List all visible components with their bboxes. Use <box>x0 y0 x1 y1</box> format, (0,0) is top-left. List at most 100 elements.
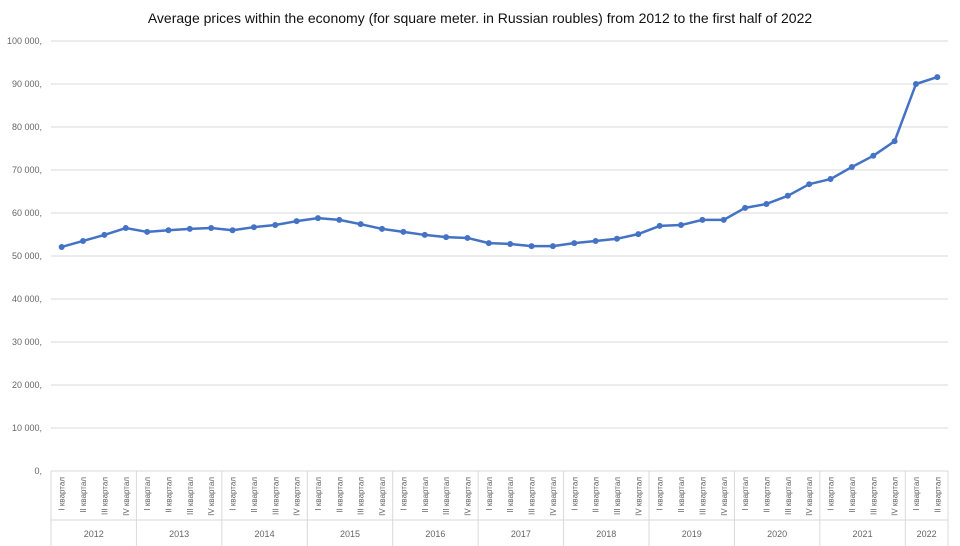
data-point <box>571 240 578 247</box>
year-label: 2014 <box>255 529 275 539</box>
y-tick-label: 40 000, <box>12 294 42 304</box>
x-tick-label: III квартал <box>357 477 366 515</box>
x-tick-label: IV квартал <box>293 477 302 516</box>
data-point <box>848 163 855 170</box>
x-tick-label: I квартал <box>912 477 921 511</box>
data-point <box>592 237 599 244</box>
x-tick-label: I квартал <box>570 477 579 511</box>
x-tick-label: III квартал <box>271 477 280 515</box>
data-point <box>827 176 834 183</box>
data-point <box>421 231 428 238</box>
data-point <box>208 225 215 232</box>
year-label: 2017 <box>511 529 531 539</box>
data-point <box>80 237 87 244</box>
data-point <box>891 138 898 145</box>
data-point <box>314 215 321 222</box>
x-tick-label: II квартал <box>250 477 259 513</box>
x-tick-label: II квартал <box>677 477 686 513</box>
x-tick-label: II квартал <box>79 477 88 513</box>
x-tick-label: III квартал <box>698 477 707 515</box>
data-point <box>742 204 749 211</box>
y-tick-label: 90 000, <box>12 79 42 89</box>
data-point <box>485 240 492 247</box>
data-point <box>528 243 535 250</box>
data-point <box>678 222 685 229</box>
x-tick-label: III квартал <box>528 477 537 515</box>
data-point <box>699 216 706 223</box>
x-tick-label: IV квартал <box>720 477 729 516</box>
x-tick-label: I квартал <box>58 477 67 511</box>
data-point <box>101 231 108 238</box>
y-tick-label: 60 000, <box>12 208 42 218</box>
data-point <box>144 228 151 235</box>
data-point <box>763 200 770 207</box>
x-tick-label: IV квартал <box>207 477 216 516</box>
x-tick-label: I квартал <box>229 477 238 511</box>
data-point <box>250 224 257 231</box>
y-tick-label: 0, <box>34 466 42 476</box>
x-tick-label: I квартал <box>741 477 750 511</box>
data-point <box>400 228 407 235</box>
data-point <box>357 221 364 228</box>
x-tick-label: II квартал <box>762 477 771 513</box>
data-point <box>379 225 386 232</box>
x-tick-label: IV квартал <box>891 477 900 516</box>
data-point <box>464 234 471 241</box>
x-tick-label: II квартал <box>592 477 601 513</box>
year-label: 2021 <box>853 529 873 539</box>
data-point <box>635 231 642 238</box>
data-point <box>934 74 941 81</box>
year-label: 2022 <box>917 529 937 539</box>
data-point <box>656 222 663 229</box>
x-tick-label: I квартал <box>314 477 323 511</box>
year-label: 2016 <box>425 529 445 539</box>
year-label: 2013 <box>169 529 189 539</box>
x-tick-label: III квартал <box>100 477 109 515</box>
data-point <box>165 227 172 234</box>
data-point <box>336 216 343 223</box>
x-tick-label: IV квартал <box>805 477 814 516</box>
x-tick-label: II квартал <box>421 477 430 513</box>
data-point <box>870 152 877 159</box>
x-tick-label: IV квартал <box>463 477 472 516</box>
data-point <box>293 218 300 225</box>
x-tick-label: II квартал <box>164 477 173 513</box>
y-tick-label: 30 000, <box>12 337 42 347</box>
x-tick-label: III квартал <box>442 477 451 515</box>
x-tick-label: I квартал <box>485 477 494 511</box>
data-point <box>806 181 813 188</box>
data-point <box>549 243 556 250</box>
x-tick-label: IV квартал <box>122 477 131 516</box>
x-tick-label: IV квартал <box>378 477 387 516</box>
year-label: 2015 <box>340 529 360 539</box>
data-point <box>58 243 65 250</box>
series-line <box>61 75 938 249</box>
x-tick-label: III квартал <box>869 477 878 515</box>
data-point <box>507 240 514 247</box>
y-tick-label: 80 000, <box>12 122 42 132</box>
x-tick-label: I квартал <box>143 477 152 511</box>
data-point <box>613 235 620 242</box>
year-label: 2018 <box>596 529 616 539</box>
y-tick-label: 50 000, <box>12 251 42 261</box>
year-label: 2019 <box>682 529 702 539</box>
x-tick-label: IV квартал <box>634 477 643 516</box>
data-point <box>720 216 727 223</box>
x-tick-label: I квартал <box>656 477 665 511</box>
x-tick-label: IV квартал <box>549 477 558 516</box>
x-tick-label: III квартал <box>784 477 793 515</box>
year-label: 2020 <box>767 529 787 539</box>
x-tick-label: III квартал <box>613 477 622 515</box>
data-point <box>912 81 919 87</box>
x-tick-label: II квартал <box>506 477 515 513</box>
chart-title: Average prices within the economy (for s… <box>147 10 813 26</box>
y-tick-label: 20 000, <box>12 380 42 390</box>
x-tick-label: III квартал <box>186 477 195 515</box>
x-tick-label: I квартал <box>827 477 836 511</box>
data-point <box>272 222 279 229</box>
data-point <box>229 227 236 234</box>
year-label: 2012 <box>84 529 104 539</box>
y-tick-label: 10 000, <box>12 423 42 433</box>
